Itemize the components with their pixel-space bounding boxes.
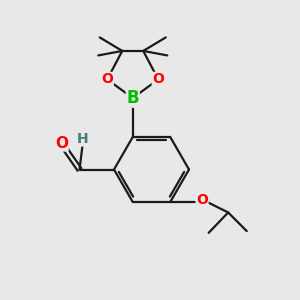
Text: O: O — [55, 136, 68, 151]
Text: H: H — [77, 132, 88, 146]
Text: O: O — [196, 194, 208, 208]
Text: O: O — [101, 72, 113, 86]
Text: O: O — [152, 72, 164, 86]
Text: B: B — [126, 89, 139, 107]
